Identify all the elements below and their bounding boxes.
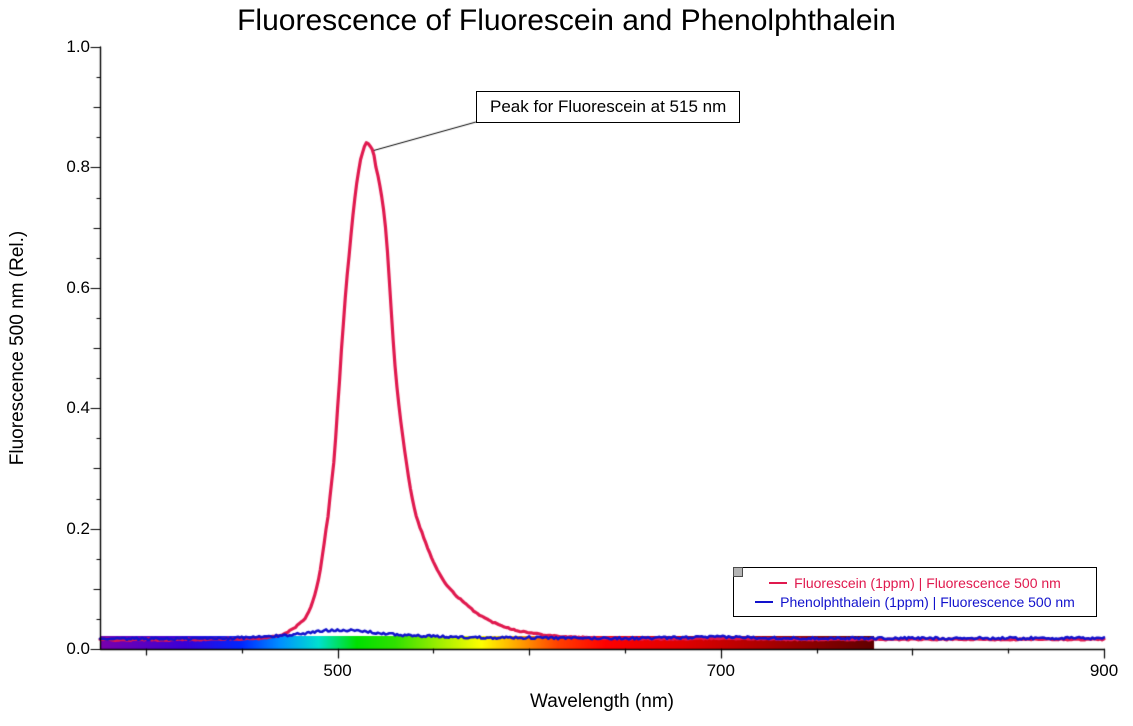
legend-label-phenolphthalein: Phenolphthalein (1ppm) | Fluorescence 50… [780, 593, 1075, 610]
annotation-text: Peak for Fluorescein at 515 nm [490, 97, 727, 116]
legend-box[interactable]: Fluorescein (1ppm) | Fluorescence 500 nm… [733, 567, 1097, 617]
y-tick-label: 0.4 [66, 398, 90, 418]
legend-line-sample-fluorescein [769, 581, 788, 584]
x-tick-label: 700 [706, 661, 735, 680]
y-tick-label: 0.8 [66, 157, 90, 177]
chart-title: Fluorescence of Fluorescein and Phenolph… [237, 4, 896, 37]
legend-entry-phenolphthalein: Phenolphthalein (1ppm) | Fluorescence 50… [734, 594, 1096, 610]
y-tick-label: 1.0 [66, 37, 90, 56]
legend-label-fluorescein: Fluorescein (1ppm) | Fluorescence 500 nm [794, 574, 1061, 591]
y-tick-label: 0.2 [66, 518, 90, 538]
y-tick-label: 0.6 [66, 277, 90, 297]
y-axis-label: Fluorescence 500 nm (Rel.) [7, 230, 28, 466]
x-axis-label: Wavelength (nm) [530, 691, 674, 712]
legend-drag-handle-icon[interactable] [733, 567, 743, 577]
x-tick-label: 900 [1089, 661, 1119, 680]
legend-line-sample-phenolphthalein [755, 600, 774, 603]
x-tick-label: 500 [323, 661, 352, 680]
annotation-box[interactable]: Peak for Fluorescein at 515 nm [476, 91, 741, 123]
legend-entry-fluorescein: Fluorescein (1ppm) | Fluorescence 500 nm [734, 575, 1096, 591]
y-tick-label: 0.0 [66, 639, 90, 658]
